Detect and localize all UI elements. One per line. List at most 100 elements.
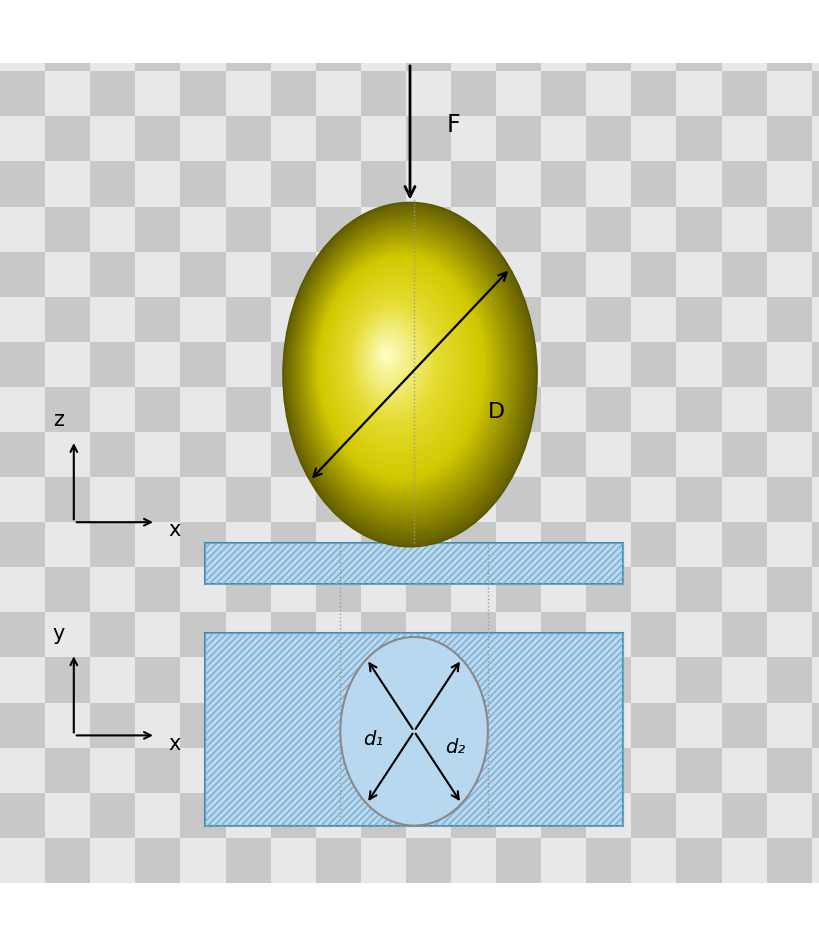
Bar [270,703,315,747]
Bar [405,116,450,162]
Bar [135,568,180,612]
Ellipse shape [354,308,431,412]
Bar [135,387,180,432]
Bar [631,657,676,703]
Bar [631,522,676,568]
Bar [180,342,225,387]
Ellipse shape [342,290,448,434]
Ellipse shape [312,247,492,491]
Bar [45,342,90,387]
Bar [541,703,586,747]
Bar [495,342,541,387]
Ellipse shape [283,202,536,547]
Bar [541,26,586,71]
Bar [495,747,541,793]
Ellipse shape [291,215,524,531]
Ellipse shape [339,286,453,441]
Bar [766,297,811,342]
Bar [450,838,495,883]
Bar [0,71,45,116]
Ellipse shape [310,244,495,494]
Ellipse shape [366,326,413,390]
Bar [766,116,811,162]
Ellipse shape [318,254,485,481]
Bar [405,477,450,522]
Bar [315,568,360,612]
Bar [225,206,270,252]
Bar [541,0,586,26]
Ellipse shape [303,233,506,508]
Bar [315,657,360,703]
Ellipse shape [369,331,408,383]
Bar [450,793,495,838]
Bar [315,612,360,657]
Bar [45,26,90,71]
Ellipse shape [370,333,406,381]
Bar [405,657,450,703]
Bar [495,162,541,206]
Bar [811,568,819,612]
Bar [360,162,405,206]
Ellipse shape [342,289,450,436]
Bar [450,26,495,71]
Bar [45,747,90,793]
Bar [495,206,541,252]
Bar [135,162,180,206]
Bar [721,387,766,432]
Ellipse shape [379,345,394,365]
Bar [135,297,180,342]
Bar [721,657,766,703]
Ellipse shape [360,316,423,402]
Bar [135,432,180,477]
Bar [315,703,360,747]
Bar [135,612,180,657]
Bar [180,387,225,432]
Bar [721,432,766,477]
Bar [205,543,622,584]
Bar [405,612,450,657]
Bar [315,26,360,71]
Bar [270,432,315,477]
Bar [315,838,360,883]
Bar [811,252,819,297]
Bar [495,116,541,162]
Bar [360,387,405,432]
Ellipse shape [368,329,410,386]
Bar [405,747,450,793]
Bar [766,793,811,838]
Bar [0,747,45,793]
Bar [766,162,811,206]
Bar [631,612,676,657]
Bar [541,568,586,612]
Bar [495,432,541,477]
Ellipse shape [378,344,395,367]
Bar [586,838,631,883]
Ellipse shape [330,273,466,457]
Bar [180,297,225,342]
Ellipse shape [363,322,418,395]
Bar [90,522,135,568]
Bar [360,838,405,883]
Bar [90,657,135,703]
Bar [676,568,721,612]
Bar [90,71,135,116]
Bar [766,252,811,297]
Bar [631,703,676,747]
Ellipse shape [301,230,509,512]
Bar [405,206,450,252]
Bar [180,703,225,747]
Bar [180,0,225,26]
Bar [450,387,495,432]
Bar [270,252,315,297]
Bar [676,657,721,703]
Bar [586,252,631,297]
Ellipse shape [351,305,434,417]
Ellipse shape [328,271,468,460]
Bar [360,703,405,747]
Bar [270,747,315,793]
Bar [541,162,586,206]
Bar [450,162,495,206]
Ellipse shape [337,283,455,444]
Ellipse shape [323,262,477,471]
Bar [225,387,270,432]
